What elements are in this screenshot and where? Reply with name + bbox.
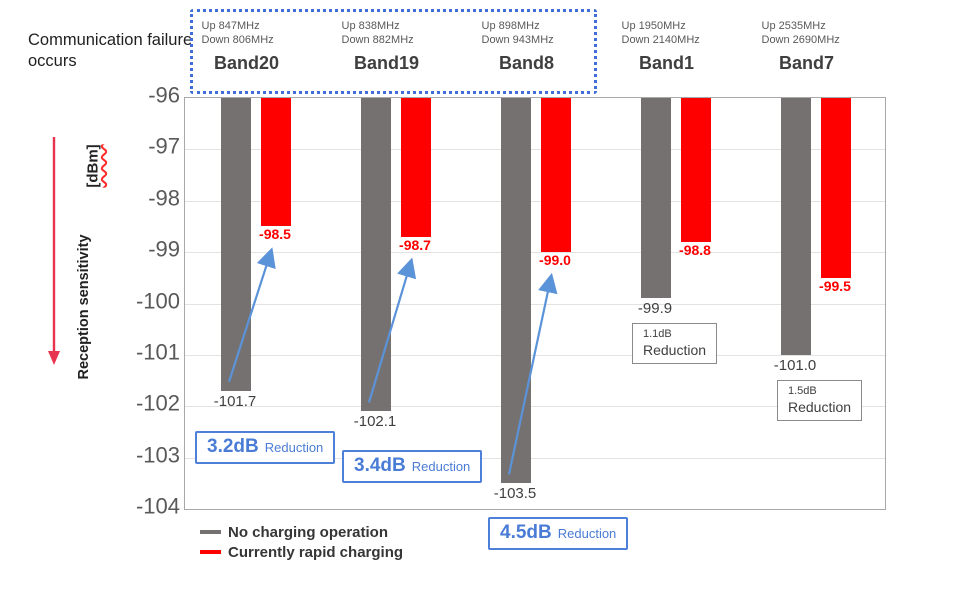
band-header-band20: Up 847MHz Down 806MHz Band20 xyxy=(182,20,312,74)
reduction-word-band7: Reduction xyxy=(788,399,852,415)
highlighted-bands-dotted-box xyxy=(190,9,597,94)
reduction-value-band1: 1.1dB xyxy=(643,328,672,340)
value-no-charging-band8: -103.5 xyxy=(493,485,537,503)
value-rapid-charging-band19: -98.7 xyxy=(399,236,431,253)
bar-no-charging-band8 xyxy=(501,98,531,484)
y-tick-label: -102 xyxy=(135,390,180,416)
downlink-label-band8: Down 943MHz xyxy=(481,33,554,46)
gridline xyxy=(185,149,885,151)
y-tick-label: -98 xyxy=(148,185,180,211)
band-name-band7: Band7 xyxy=(778,53,834,73)
reduction-value-band7: 1.5dB xyxy=(788,385,817,397)
band-header-band8: Up 898MHz Down 943MHz Band8 xyxy=(462,20,592,74)
band-header-band1: Up 1950MHz Down 2140MHz Band1 xyxy=(602,20,732,74)
gridline xyxy=(185,303,885,305)
downlink-label-band1: Down 2140MHz xyxy=(621,33,700,46)
uplink-label-band8: Up 898MHz xyxy=(481,20,540,32)
reduction-value-band19: 3.4dB xyxy=(354,455,406,476)
uplink-label-band19: Up 838MHz xyxy=(341,20,400,32)
uplink-label-band1: Up 1950MHz xyxy=(621,20,686,32)
reduction-box-band1: 1.1dB Reduction xyxy=(632,323,718,364)
y-tick-label: -96 xyxy=(148,82,180,108)
legend: No charging operation Currently rapid ch… xyxy=(200,522,403,562)
reduction-value-band20: 3.2dB xyxy=(207,436,259,457)
bar-no-charging-band1 xyxy=(641,98,671,299)
reduction-word-band19: Reduction xyxy=(411,459,471,474)
legend-label-rapid-charging: Currently rapid charging xyxy=(228,543,404,561)
y-tick-label: -99 xyxy=(148,236,180,262)
downlink-label-band19: Down 882MHz xyxy=(341,33,414,46)
gridline xyxy=(185,252,885,254)
reduction-box-band19: 3.4dB Reduction xyxy=(342,450,483,483)
reduction-value-band8: 4.5dB xyxy=(500,522,552,543)
bar-no-charging-band20 xyxy=(221,98,251,391)
legend-item-rapid-charging: Currently rapid charging xyxy=(200,542,403,562)
value-rapid-charging-band7: -99.5 xyxy=(819,277,851,294)
reduction-box-band20: 3.2dB Reduction xyxy=(195,431,336,464)
downlink-label-band7: Down 2690MHz xyxy=(761,33,840,46)
rapid-charging-swatch xyxy=(200,549,221,555)
reduction-word-band8: Reduction xyxy=(557,526,617,541)
legend-item-no-charging: No charging operation xyxy=(200,522,403,542)
no-charging-swatch xyxy=(200,529,221,535)
value-no-charging-band1: -99.9 xyxy=(637,300,673,318)
band-name-band19: Band19 xyxy=(353,53,420,73)
uplink-label-band20: Up 847MHz xyxy=(201,20,260,32)
value-no-charging-band19: -102.1 xyxy=(353,413,397,431)
reduction-box-band7: 1.5dB Reduction xyxy=(777,380,863,421)
value-rapid-charging-band1: -98.8 xyxy=(679,241,711,258)
band-name-band20: Band20 xyxy=(213,53,280,73)
y-tick-label: -100 xyxy=(135,288,180,314)
communication-failure-annotation: Communication failure occurs xyxy=(28,31,193,70)
bar-rapid-charging-band20 xyxy=(261,98,291,227)
value-rapid-charging-band8: -99.0 xyxy=(539,252,571,269)
bar-rapid-charging-band7 xyxy=(821,98,851,278)
y-tick-label: -101 xyxy=(135,339,180,365)
downlink-label-band20: Down 806MHz xyxy=(201,33,274,46)
y-tick-label: -104 xyxy=(135,493,180,519)
bar-rapid-charging-band1 xyxy=(681,98,711,242)
reduction-word-band20: Reduction xyxy=(264,440,324,455)
value-no-charging-band7: -101.0 xyxy=(773,356,817,374)
sensitivity-decrease-arrow xyxy=(48,137,60,365)
reduction-box-band8: 4.5dB Reduction xyxy=(488,517,629,550)
value-no-charging-band20: -101.7 xyxy=(213,392,257,410)
legend-label-no-charging: No charging operation xyxy=(228,523,389,541)
bar-rapid-charging-band8 xyxy=(541,98,571,253)
band-header-band19: Up 838MHz Down 882MHz Band19 xyxy=(322,20,452,74)
uplink-label-band7: Up 2535MHz xyxy=(761,20,826,32)
bar-no-charging-band7 xyxy=(781,98,811,355)
gridline xyxy=(185,354,885,356)
bar-no-charging-band19 xyxy=(361,98,391,412)
band-name-band8: Band8 xyxy=(498,53,554,73)
gridline xyxy=(185,200,885,202)
y-tick-label: -103 xyxy=(135,442,180,468)
y-tick-label: -97 xyxy=(148,134,180,160)
band-header-band7: Up 2535MHz Down 2690MHz Band7 xyxy=(742,20,872,74)
band-name-band1: Band1 xyxy=(638,53,694,73)
reduction-word-band1: Reduction xyxy=(643,342,707,358)
bar-rapid-charging-band19 xyxy=(401,98,431,237)
value-rapid-charging-band20: -98.5 xyxy=(259,226,291,243)
